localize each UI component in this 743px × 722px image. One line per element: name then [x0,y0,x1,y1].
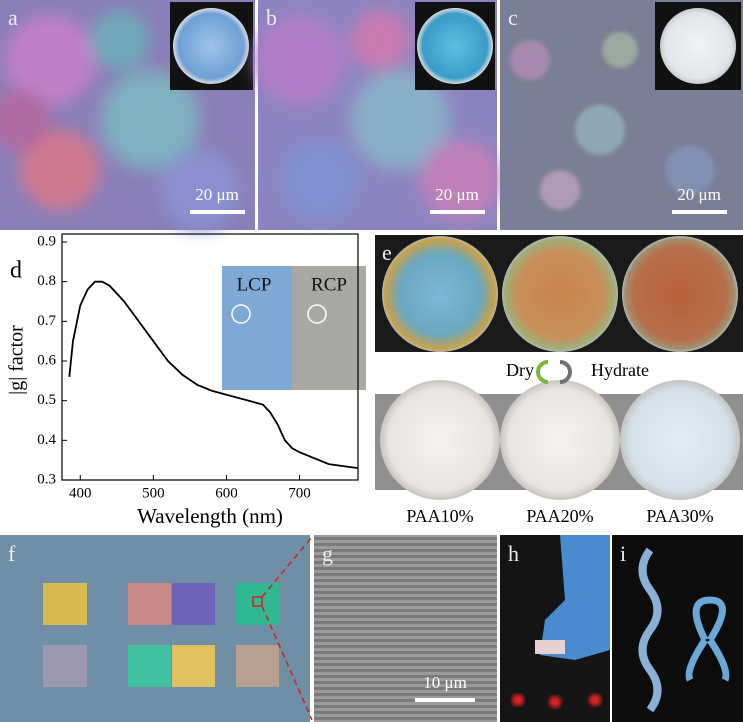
sample-label: PAA10% [406,506,473,526]
panel-label: a [8,5,18,30]
panel-label: e [382,240,392,265]
state-label: Hydrate [591,360,649,380]
y-tick-label: 0.9 [37,233,56,249]
scale-bar-label: 20 μm [435,185,479,204]
micrograph-b [255,0,500,230]
micrograph-c [500,0,743,230]
state-label: Dry [506,360,534,380]
y-tick-label: 0.7 [37,313,56,329]
micrograph-a [0,0,255,230]
inset-label: LCP [237,274,272,295]
inset-label: RCP [311,274,347,295]
y-tick-label: 0.6 [37,352,56,368]
panel-label: f [8,541,16,566]
x-tick-label: 700 [288,485,311,501]
panel-label: b [266,5,277,30]
scale-bar-label: 20 μm [677,185,721,204]
data-line [68,280,359,469]
photo-i [612,535,743,722]
panel-label: g [322,541,333,566]
x-axis-label: Wavelength (nm) [137,504,283,528]
scale-bar-label: 20 μm [195,185,239,204]
y-tick-label: 0.8 [37,273,56,289]
y-tick-label: 0.4 [37,432,56,448]
sample-label: PAA20% [526,506,593,526]
photo-h [500,535,610,722]
panel-label: h [508,541,519,566]
photo-e [375,235,743,500]
x-tick-label: 400 [69,485,92,501]
panel-label: i [620,541,626,566]
x-tick-label: 500 [142,485,165,501]
y-tick-label: 0.5 [37,392,56,408]
chart-inset [222,266,366,390]
panel-label: c [508,5,518,30]
photo-f [0,535,313,722]
y-tick-label: 0.3 [37,471,56,487]
micrograph-g [314,535,497,722]
sample-label: PAA30% [646,506,713,526]
plot-frame [61,233,359,481]
scale-bar-label: 10 μm [423,673,467,692]
x-tick-label: 600 [215,485,238,501]
panel-label: d [10,258,22,284]
y-axis-label: |g| factor [6,325,28,395]
